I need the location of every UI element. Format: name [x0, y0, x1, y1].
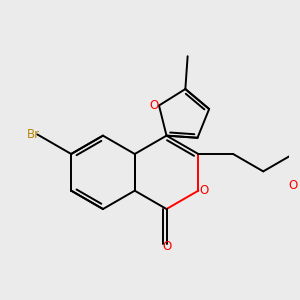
Text: O: O	[289, 179, 298, 192]
Text: O: O	[162, 240, 171, 253]
Text: O: O	[149, 99, 158, 112]
Text: Br: Br	[27, 128, 40, 141]
Text: O: O	[199, 184, 208, 197]
